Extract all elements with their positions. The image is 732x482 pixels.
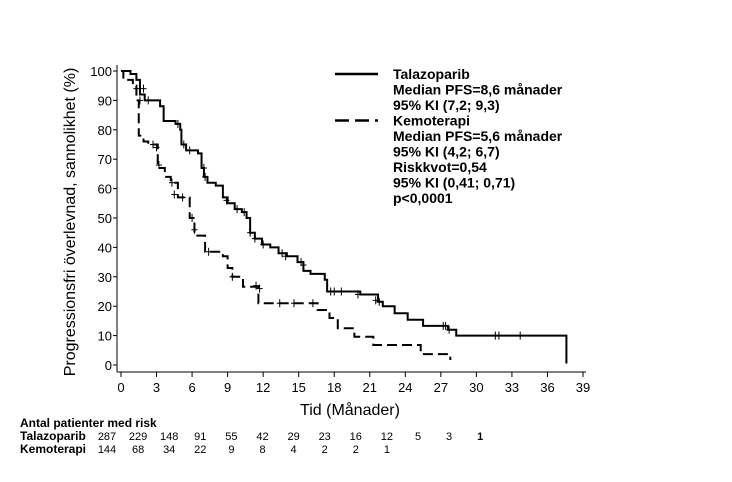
risk-count: 34 bbox=[163, 444, 175, 456]
risk-count: 4 bbox=[291, 444, 297, 456]
x-tick-label: 3 bbox=[153, 380, 160, 395]
legend-stats-text: p<0,0001 bbox=[393, 190, 453, 206]
risk-count: 144 bbox=[98, 444, 116, 456]
risk-count: 22 bbox=[194, 444, 206, 456]
risk-count: 12 bbox=[381, 431, 393, 443]
risk-row-label: Kemoterapi bbox=[20, 442, 86, 456]
legend-text: Talazoparib bbox=[393, 66, 470, 82]
y-tick-label: 90 bbox=[98, 93, 112, 108]
x-tick-label: 15 bbox=[291, 380, 305, 395]
y-tick-label: 0 bbox=[105, 358, 112, 373]
x-tick-label: 33 bbox=[505, 380, 519, 395]
risk-count: 5 bbox=[415, 431, 421, 443]
y-tick-label: 50 bbox=[98, 211, 112, 226]
km-curve-talazoparib bbox=[121, 70, 568, 364]
x-tick-label: 9 bbox=[224, 380, 231, 395]
risk-count: 148 bbox=[160, 431, 178, 443]
risk-table: Antal patienter med risk Talazoparib 287 2… bbox=[20, 416, 483, 456]
risk-count: 2 bbox=[322, 444, 328, 456]
risk-row-label: Talazoparib bbox=[20, 429, 86, 443]
x-tick-label: 12 bbox=[256, 380, 270, 395]
legend-text: 95% KI (4,2; 6,7) bbox=[393, 144, 500, 160]
y-tick-label: 60 bbox=[98, 182, 112, 197]
y-tick-label: 20 bbox=[98, 299, 112, 314]
y-tick-label: 30 bbox=[98, 270, 112, 285]
curves bbox=[121, 70, 568, 364]
legend-stats-text: Riskkvot=0,54 bbox=[393, 159, 487, 175]
risk-count: 23 bbox=[319, 431, 331, 443]
y-tick-label: 70 bbox=[98, 152, 112, 167]
x-tick-label: 18 bbox=[327, 380, 341, 395]
y-tick-label: 100 bbox=[90, 64, 112, 79]
x-tick-label: 0 bbox=[117, 380, 124, 395]
risk-count: 91 bbox=[194, 431, 206, 443]
risk-count: 3 bbox=[446, 431, 452, 443]
y-axis-label: Progressionsfri överlevnad, sannolikhet … bbox=[62, 68, 79, 377]
x-tick-label: 21 bbox=[363, 380, 377, 395]
legend-stats-text: 95% KI (0,41; 0,71) bbox=[393, 175, 515, 191]
y-tick-label: 10 bbox=[98, 329, 112, 344]
risk-count: 2 bbox=[353, 444, 359, 456]
risk-count: 42 bbox=[256, 431, 268, 443]
x-tick-label: 24 bbox=[398, 380, 412, 395]
risk-count: 29 bbox=[287, 431, 299, 443]
km-curve-kemoterapi bbox=[121, 70, 452, 361]
risk-count: 1 bbox=[477, 431, 483, 443]
x-axis-label: Tid (Månader) bbox=[300, 401, 400, 419]
risk-count: 68 bbox=[132, 444, 144, 456]
risk-table-title: Antal patienter med risk bbox=[20, 416, 157, 430]
x-tick-label: 27 bbox=[434, 380, 448, 395]
y-tick-label: 80 bbox=[98, 123, 112, 138]
x-tick-label: 36 bbox=[540, 380, 554, 395]
risk-count: 8 bbox=[259, 444, 265, 456]
legend-text: Kemoterapi bbox=[393, 113, 470, 129]
risk-count: 1 bbox=[384, 444, 390, 456]
legend-text: Median PFS=8,6 månader bbox=[393, 82, 563, 98]
legend-text: 95% KI (7,2; 9,3) bbox=[393, 97, 500, 113]
risk-count: 55 bbox=[225, 431, 237, 443]
risk-count: 287 bbox=[98, 431, 116, 443]
risk-count: 9 bbox=[228, 444, 234, 456]
x-tick-label: 39 bbox=[576, 380, 590, 395]
y-tick-label: 40 bbox=[98, 240, 112, 255]
x-tick-label: 30 bbox=[469, 380, 483, 395]
risk-count: 16 bbox=[350, 431, 362, 443]
x-tick-label: 6 bbox=[188, 380, 195, 395]
risk-count: 229 bbox=[129, 431, 147, 443]
legend-text: Median PFS=5,6 månader bbox=[393, 128, 563, 144]
